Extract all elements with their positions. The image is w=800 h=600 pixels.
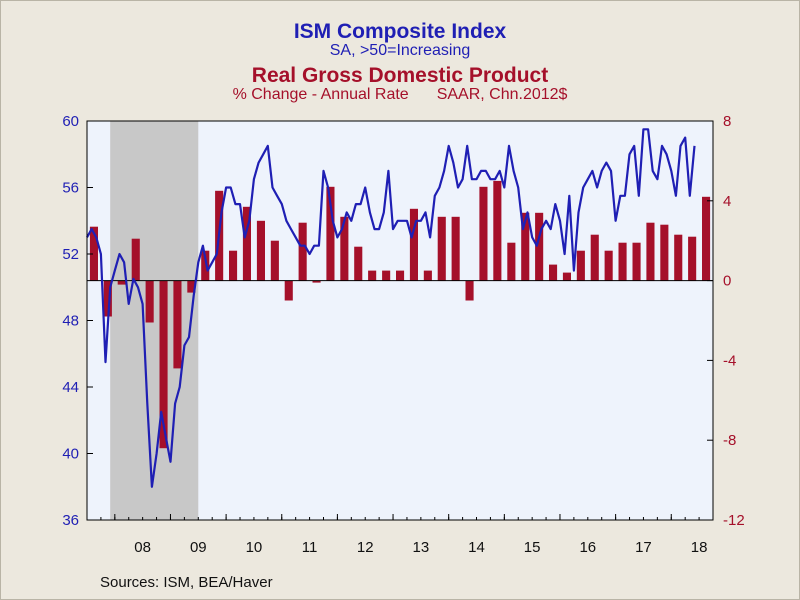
- gdp-bar: [229, 250, 238, 281]
- gdp-bar: [493, 180, 502, 281]
- x-axis-label: 17: [635, 539, 652, 556]
- gdp-bar: [145, 280, 154, 323]
- recession-shading-layer: [110, 121, 199, 520]
- left-axis-label: 60: [62, 113, 79, 130]
- left-axis-label: 44: [62, 379, 79, 396]
- x-axis-label: 16: [579, 539, 596, 556]
- x-axis-label: 10: [246, 539, 263, 556]
- gdp-bar: [465, 280, 474, 301]
- gdp-bar: [535, 212, 544, 281]
- x-axis-label: 12: [357, 539, 374, 556]
- gdp-bar: [270, 240, 279, 281]
- gdp-bar: [103, 280, 112, 317]
- gdp-bar: [159, 280, 168, 449]
- left-axis-label: 48: [62, 313, 79, 330]
- right-axis-label: 4: [723, 193, 731, 210]
- right-axis-label: -12: [723, 512, 745, 529]
- x-axis-label: 15: [524, 539, 541, 556]
- chart-title-gdp: Real Gross Domestic Product: [251, 64, 549, 87]
- gdp-bar: [187, 280, 196, 293]
- gdp-subtitle-units: % Change - Annual Rate: [232, 86, 409, 103]
- gdp-bar: [479, 186, 488, 281]
- x-axis-label: 13: [413, 539, 430, 556]
- right-axis-label: 8: [723, 113, 731, 130]
- gdp-bars-layer: [89, 180, 711, 449]
- chart-subtitle-gdp: % Change - Annual Rate SAAR, Chn.2012$: [0, 86, 800, 104]
- gdp-bar: [201, 250, 210, 281]
- gdp-bar: [562, 272, 571, 281]
- gdp-bar: [312, 280, 321, 283]
- gdp-bar: [340, 216, 349, 281]
- gdp-bar: [618, 242, 627, 281]
- gdp-bar: [576, 250, 585, 281]
- gdp-bar: [423, 270, 432, 281]
- gdp-bar: [354, 246, 363, 281]
- gdp-bar: [590, 234, 599, 281]
- chart-subtitle-ism: SA, >50=Increasing: [329, 42, 471, 59]
- gdp-bar: [173, 280, 182, 369]
- ism-line: [86, 128, 696, 488]
- gdp-subtitle-basis: SAAR, Chn.2012$: [436, 86, 568, 103]
- gdp-bar: [521, 212, 530, 281]
- gdp-bar: [284, 280, 293, 301]
- gdp-bar: [437, 216, 446, 281]
- gdp-bar: [368, 270, 377, 281]
- left-axis-label: 56: [62, 180, 79, 197]
- gdp-bar: [256, 220, 265, 281]
- gdp-bar: [242, 206, 251, 281]
- gdp-bar: [507, 242, 516, 281]
- x-axis-label: 14: [468, 539, 485, 556]
- sources-note: Sources: ISM, BEA/Haver: [100, 574, 273, 591]
- right-axis-label: 0: [723, 273, 731, 290]
- gdp-bar: [131, 238, 140, 281]
- gdp-bar: [409, 208, 418, 281]
- gdp-bar: [604, 250, 613, 281]
- right-axis-label: -4: [723, 352, 736, 369]
- gdp-bar: [326, 186, 335, 281]
- gdp-bar: [660, 224, 669, 281]
- x-axis-label: 18: [691, 539, 708, 556]
- ism-line-layer: [86, 128, 696, 488]
- x-axis-label: 11: [302, 539, 318, 556]
- gdp-bar: [298, 222, 307, 281]
- left-axis-label: 52: [62, 246, 79, 263]
- gdp-bar: [549, 264, 558, 281]
- gdp-bar: [396, 270, 405, 281]
- gdp-bar: [702, 196, 711, 281]
- gdp-bar: [632, 242, 641, 281]
- gdp-bar: [688, 236, 697, 281]
- gdp-bar: [674, 234, 683, 281]
- gdp-bar: [89, 226, 98, 281]
- gdp-bar: [117, 280, 126, 285]
- right-axis-label: -8: [723, 432, 736, 449]
- gdp-bar: [382, 270, 391, 281]
- left-axis-label: 36: [62, 512, 79, 529]
- x-axis-label: 08: [134, 539, 151, 556]
- gdp-bar: [646, 222, 655, 281]
- chart-title-ism: ISM Composite Index: [293, 20, 507, 43]
- x-axis-label: 09: [190, 539, 207, 556]
- left-axis-label: 40: [62, 446, 79, 463]
- recession-shading: [110, 121, 199, 520]
- gdp-bar: [451, 216, 460, 281]
